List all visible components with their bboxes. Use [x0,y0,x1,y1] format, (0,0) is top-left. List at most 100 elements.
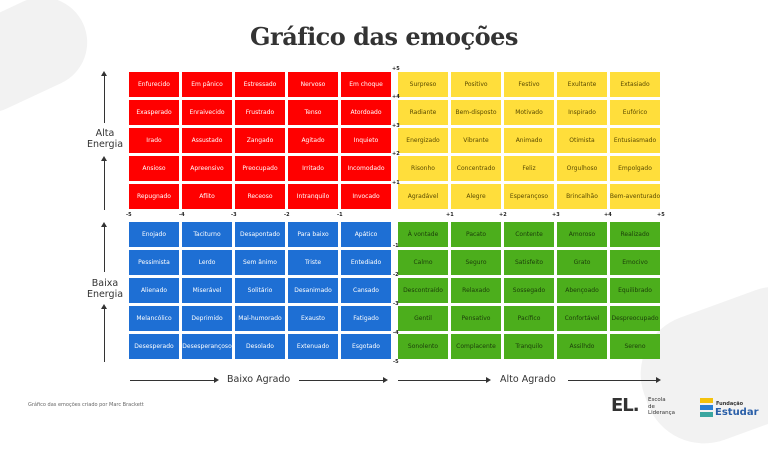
emotion-cell: Taciturno [182,222,232,247]
emotion-cell: Atordoado [341,100,391,125]
emotion-cell: Festivo [504,72,554,97]
emotion-cell: Solitário [235,278,285,303]
emotion-cell: Esperançoso [504,184,554,209]
tick-y-top: +1 [392,180,400,186]
fundacao-logo-icon [700,398,713,418]
emotion-cell: Radiante [398,100,448,125]
emotion-cell: Calmo [398,250,448,275]
emotion-cell: Tranquilo [504,334,554,359]
emotion-cell: À vontade [398,222,448,247]
axis-line-low-pleasant-left [130,380,214,381]
emotion-cell: Miserável [182,278,232,303]
emotion-cell: Concentrado [451,156,501,181]
tick-x-left: -1 [337,212,343,218]
emotion-cell: Irado [129,128,179,153]
emotion-cell: Desapontado [235,222,285,247]
emotion-cell: Cansado [341,278,391,303]
escola-logo-text: Escola de Liderança [648,397,675,416]
tick-x-left: -2 [284,212,290,218]
emotion-cell: Irritado [288,156,338,181]
emotion-cell: Mal-humorado [235,306,285,331]
emotion-cell: Desesperado [129,334,179,359]
emotion-cell: Para baixo [288,222,338,247]
emotion-cell: Esgotado [341,334,391,359]
emotion-cell: Fatigado [341,306,391,331]
emotion-cell: Grato [557,250,607,275]
axis-line-low-energy-upper [104,226,105,272]
emotion-cell: Zangado [235,128,285,153]
emotion-cell: Animado [504,128,554,153]
label-high-pleasant: Alto Agrado [500,374,556,385]
emotion-cell: Desanimado [288,278,338,303]
axis-line-high-pleasant-left [398,380,486,381]
emotion-cell: Bem-disposto [451,100,501,125]
quadrant-low-energy-high-pleasant: À vontade Pacato Contente Amoroso Realizado C… [398,222,660,359]
emotion-cell: Relaxado [451,278,501,303]
emotion-cell: Em pânico [182,72,232,97]
emotion-cell: Aflito [182,184,232,209]
emotion-cell: Enfurecido [129,72,179,97]
emotion-cell: Exultante [557,72,607,97]
arrow-up-icon [101,222,107,227]
emotion-cell: Apático [341,222,391,247]
axis-line-high-pleasant-right [568,380,656,381]
emotion-cell: Desesperançoso [182,334,232,359]
quadrant-high-energy-high-pleasant: Surpreso Positivo Festivo Exultante Extasiad… [398,72,660,209]
arrow-up-icon [101,156,107,161]
emotion-cell: Repugnado [129,184,179,209]
label-high-energy: Alta Energia [86,128,124,150]
emotion-cell: Enojado [129,222,179,247]
emotion-cell: Agradável [398,184,448,209]
arrow-up-icon [101,71,107,76]
axis-line-high-energy-upper [104,75,105,123]
axis-line-low-energy-lower [104,308,105,362]
arrow-up-icon [101,304,107,309]
emotion-cell: Melancólico [129,306,179,331]
emotion-cell: Incomodado [341,156,391,181]
emotion-cell: Sossegado [504,278,554,303]
tick-y-top: +5 [392,66,400,72]
emotion-cell: Positivo [451,72,501,97]
emotion-cell: Estressado [235,72,285,97]
emotion-cell: Enraivecido [182,100,232,125]
tick-y-bottom: -5 [393,359,399,365]
tick-x-right: +5 [657,212,665,218]
emotion-cell: Pacífico [504,306,554,331]
emotion-cell: Brincalhão [557,184,607,209]
axis-line-high-energy-lower [104,160,105,210]
tick-x-left: -5 [126,212,132,218]
emotion-cell: Alienado [129,278,179,303]
credit-text: Gráfico das emoções criado por Marc Brac… [28,402,144,408]
tick-x-left: -3 [231,212,237,218]
tick-y-bottom: -1 [393,243,399,249]
emotion-cell: Apreensivo [182,156,232,181]
escola-logo-mark: EL. [611,395,640,416]
tick-x-right: +2 [499,212,507,218]
emotion-cell: Assilhdo [557,334,607,359]
emotion-cell: Eufórico [610,100,660,125]
tick-y-top: +2 [392,151,400,157]
emotion-cell: Complacente [451,334,501,359]
arrow-right-icon [486,377,491,383]
tick-x-left: -4 [179,212,185,218]
emotion-cell: Sem ânimo [235,250,285,275]
emotion-cell: Orgulhoso [557,156,607,181]
emotion-cell: Em choque [341,72,391,97]
emotion-cell: Extasiado [610,72,660,97]
emotion-cell: Sonolento [398,334,448,359]
emotion-cell: Assustado [182,128,232,153]
emotion-cell: Nervoso [288,72,338,97]
emotion-cell: Inspirado [557,100,607,125]
tick-y-top: +4 [392,94,400,100]
page-title: Gráfico das emoções [250,22,518,51]
tick-x-right: +4 [604,212,612,218]
emotion-cell: Lerdo [182,250,232,275]
emotion-cell: Entusiasmado [610,128,660,153]
emotion-cell: Exausto [288,306,338,331]
emotion-cell: Feliz [504,156,554,181]
tick-y-bottom: -4 [393,330,399,336]
emotion-cell: Receoso [235,184,285,209]
label-low-pleasant: Baixo Agrado [227,374,291,385]
axis-line-low-pleasant-right [299,380,383,381]
emotion-cell: Empolgado [610,156,660,181]
